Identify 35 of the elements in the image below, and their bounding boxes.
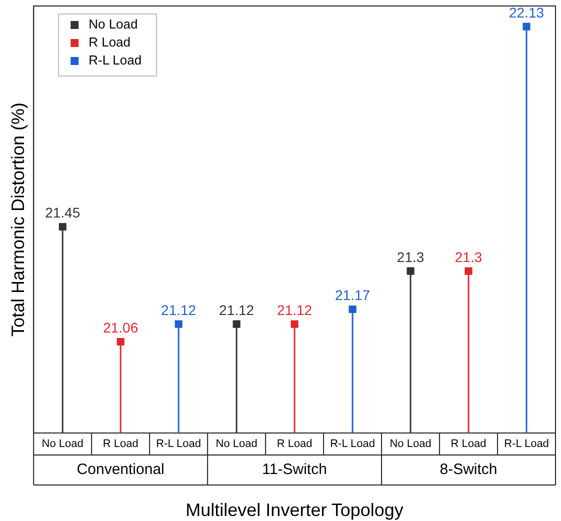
data-label: 22.13 xyxy=(508,4,544,20)
data-label: 21.06 xyxy=(103,320,138,336)
x-tick-label: No Load xyxy=(390,438,432,450)
point xyxy=(116,338,124,346)
x-tick-label: R-L Load xyxy=(504,438,549,450)
y-axis-title: Total Harmonic Distortion (%) xyxy=(8,102,28,337)
data-label: 21.12 xyxy=(219,302,254,318)
point xyxy=(174,320,182,328)
x-tick-label: R Load xyxy=(102,438,138,450)
data-label: 21.12 xyxy=(277,302,312,318)
x-tick-label: No Load xyxy=(216,438,258,450)
data-label: 21.3 xyxy=(454,248,482,265)
point xyxy=(290,320,298,328)
text: 8-Switch xyxy=(440,461,498,478)
text: 11-Switch xyxy=(262,461,327,478)
x-tick-label: R Load xyxy=(450,438,486,450)
point xyxy=(406,267,414,275)
x-axis-title: Multilevel Inverter Topology xyxy=(186,500,404,520)
data-label: 21.3 xyxy=(396,248,424,265)
point xyxy=(348,306,356,313)
point xyxy=(58,223,66,231)
x-tick-label: No Load xyxy=(42,438,84,450)
x-tick-label: R Load xyxy=(276,438,312,450)
point xyxy=(232,320,240,328)
legend-label: R Load xyxy=(88,34,131,50)
x-tick-label: R-L Load xyxy=(156,438,201,450)
text: Conventional xyxy=(76,461,164,478)
point xyxy=(464,267,472,275)
data-label: 21.12 xyxy=(161,302,196,318)
legend-label: R-L Load xyxy=(88,52,142,68)
legend-label: No Load xyxy=(88,16,138,32)
data-label: 21.17 xyxy=(335,287,370,304)
point xyxy=(522,22,530,30)
data-label: 21.45 xyxy=(45,204,80,221)
x-tick-label: R-L Load xyxy=(330,438,375,450)
